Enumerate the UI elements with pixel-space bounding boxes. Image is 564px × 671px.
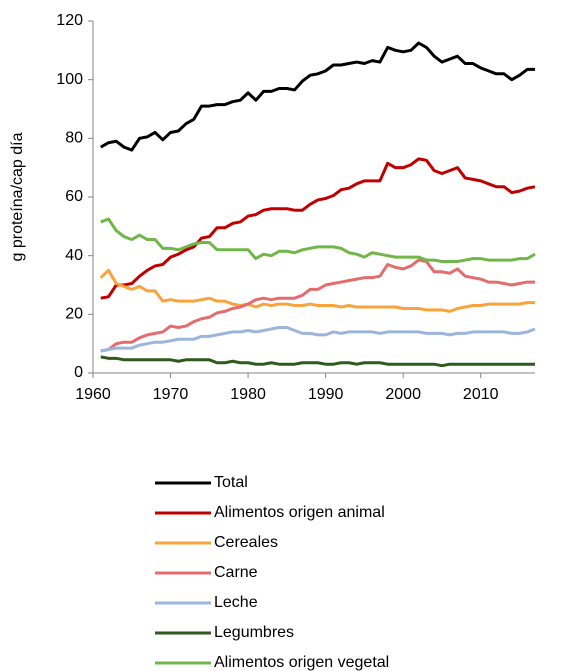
x-tick-label: 2000	[385, 386, 421, 403]
y-tick-label: 100	[56, 71, 83, 88]
legend-label: Cereales	[214, 534, 278, 551]
y-tick-label: 40	[65, 247, 83, 264]
series-line	[100, 326, 536, 353]
series-line	[100, 258, 535, 353]
y-tick-label: 0	[74, 364, 83, 381]
legend-label: Legumbres	[214, 624, 294, 641]
legend-label: Leche	[214, 594, 258, 611]
series-line	[100, 157, 536, 300]
x-tick-label: 1990	[308, 386, 344, 403]
y-tick-label: 120	[56, 12, 83, 29]
x-tick-label: 1980	[230, 386, 266, 403]
x-tick-label: 1960	[75, 386, 111, 403]
series-line	[100, 217, 536, 264]
y-tick-label: 80	[65, 130, 83, 147]
x-tick-label: 2010	[463, 386, 499, 403]
legend-label: Alimentos origen vegetal	[214, 654, 389, 671]
y-tick-label: 60	[65, 188, 83, 205]
legend-label: Total	[214, 474, 248, 491]
y-tick-label: 20	[65, 306, 83, 323]
series-line	[99, 268, 535, 313]
y-axis-label: g proteína/cap día	[9, 132, 26, 261]
x-tick-label: 1970	[153, 386, 189, 403]
series-line	[100, 355, 535, 368]
series-line	[100, 41, 535, 152]
legend-label: Carne	[214, 564, 258, 581]
legend-label: Alimentos origen animal	[214, 504, 385, 521]
